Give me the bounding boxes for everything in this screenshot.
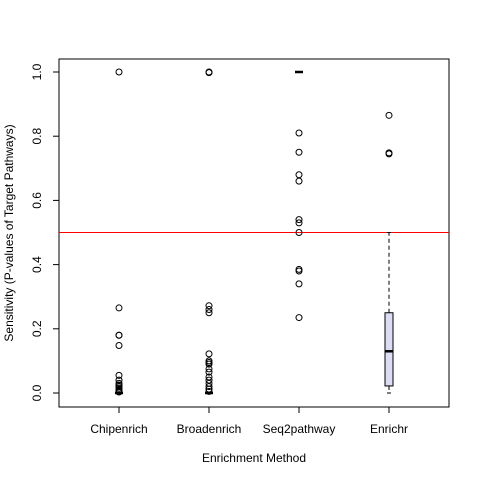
y-tick-label: 0.0 bbox=[30, 384, 44, 401]
outlier-point bbox=[385, 111, 393, 119]
outlier-point bbox=[295, 171, 303, 179]
outlier-point bbox=[205, 306, 213, 314]
outlier-point bbox=[295, 129, 303, 137]
outlier-point bbox=[205, 365, 213, 373]
outlier-point bbox=[295, 216, 303, 224]
outlier-point bbox=[295, 229, 303, 236]
outlier-point bbox=[205, 360, 213, 368]
y-tick-label: 0.4 bbox=[30, 256, 44, 273]
y-tick-label: 1.0 bbox=[30, 63, 44, 80]
y-tick-label: 0.6 bbox=[30, 192, 44, 209]
x-tick-label: Enrichr bbox=[370, 422, 408, 436]
x-tick-label: Chipenrich bbox=[90, 422, 147, 436]
x-tick-label: Seq2pathway bbox=[263, 422, 336, 436]
outlier-point bbox=[115, 68, 123, 76]
box bbox=[384, 312, 394, 387]
outlier-point bbox=[115, 371, 123, 379]
outlier-point bbox=[205, 350, 213, 358]
outlier-point bbox=[115, 388, 123, 396]
plot-area: 0.0 0.2 0.4 0.6 0.8 1.0 Chipenrich Broadenrich S… bbox=[30, 58, 450, 436]
outlier-point bbox=[205, 387, 213, 395]
outlier-point bbox=[295, 314, 303, 322]
outlier-point bbox=[115, 331, 123, 339]
x-axis-label: Enrichment Method bbox=[202, 451, 306, 465]
outlier-point bbox=[295, 267, 303, 275]
outlier-point bbox=[115, 304, 123, 312]
outlier-point bbox=[295, 148, 303, 156]
outlier-point bbox=[295, 219, 303, 227]
y-axis-label: Sensitivity (P-values of Target Pathways… bbox=[2, 124, 16, 341]
outlier-point bbox=[205, 383, 213, 391]
outlier-point bbox=[115, 341, 123, 349]
outlier-point bbox=[295, 280, 303, 288]
x-tick-label: Broadenrich bbox=[177, 422, 242, 436]
outlier-point bbox=[205, 309, 213, 317]
y-tick-label: 0.2 bbox=[30, 320, 44, 337]
outlier-point bbox=[385, 150, 393, 158]
outlier-point bbox=[205, 69, 213, 77]
y-tick-label: 0.8 bbox=[30, 128, 44, 145]
outlier-point bbox=[205, 302, 213, 310]
outlier-point bbox=[205, 385, 213, 393]
outlier-point bbox=[205, 368, 213, 376]
outlier-point bbox=[295, 177, 303, 185]
